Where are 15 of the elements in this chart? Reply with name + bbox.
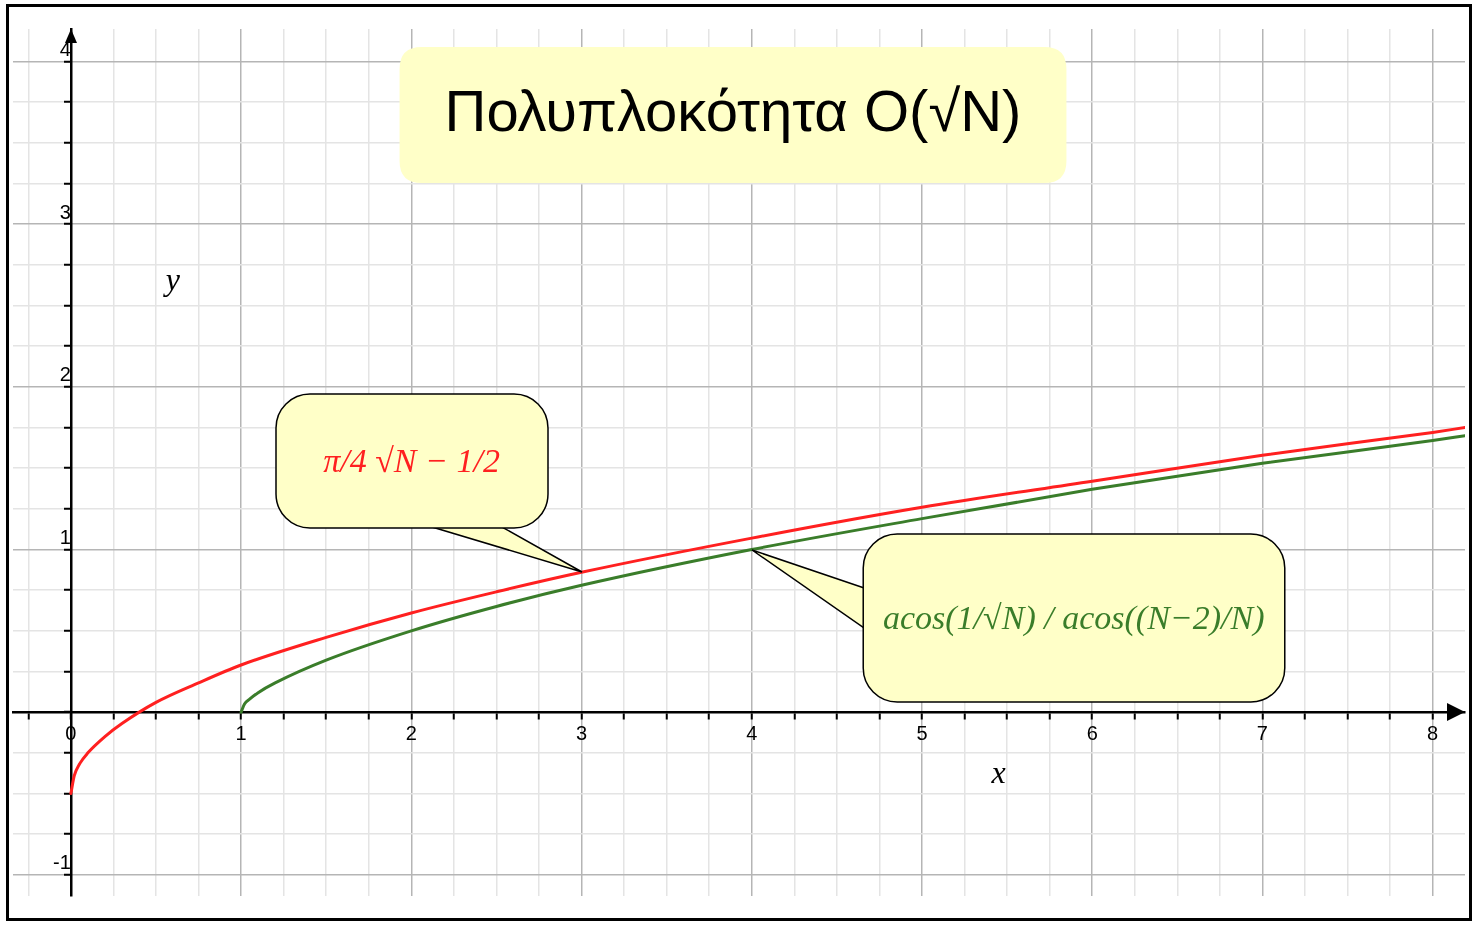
- x-tick-label: 3: [575, 721, 588, 744]
- x-tick-label: 7: [1256, 721, 1268, 744]
- y-tick-label: 3: [59, 200, 71, 223]
- text: Πολυπλοκότητα O(√N): [444, 78, 1022, 143]
- y-axis-title: y: [162, 260, 181, 297]
- x-axis-title: x: [990, 753, 1006, 790]
- x-tick-label: 6: [1086, 721, 1098, 744]
- y-tick-label: 2: [59, 363, 71, 386]
- y-tick-label: 1: [59, 526, 71, 549]
- x-tick-label: 8: [1427, 721, 1439, 744]
- y-tick-label: -1: [53, 851, 71, 874]
- x-tick-label: 1: [235, 721, 247, 744]
- x-tick-label: 4: [746, 721, 758, 744]
- x-tick-label: 5: [916, 721, 928, 744]
- x-tick-label: 2: [405, 721, 417, 744]
